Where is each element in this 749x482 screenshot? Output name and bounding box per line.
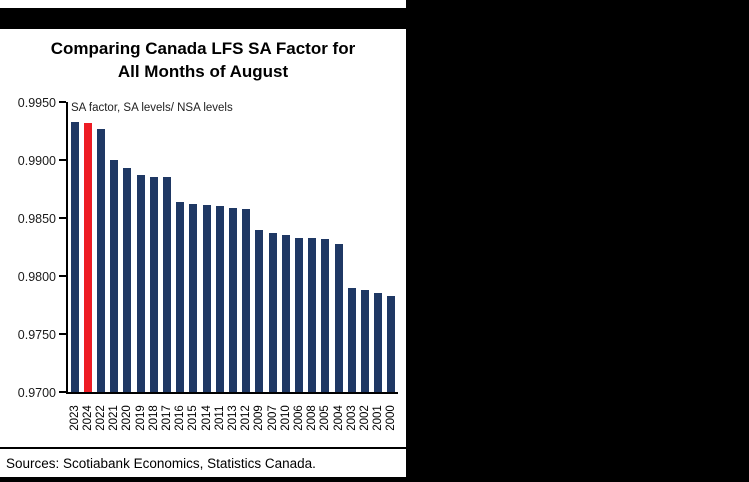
y-tick-label: 0.9700 (17, 386, 56, 400)
bar-2024 (83, 122, 92, 392)
y-axis-tick (59, 159, 66, 161)
bar-2014 (202, 205, 211, 392)
x-tick-label-2003: 2003 (345, 405, 358, 431)
y-tick-label: 0.9900 (17, 154, 56, 168)
x-tick-label-2019: 2019 (134, 405, 147, 431)
chart-title-line1: Comparing Canada LFS SA Factor for (50, 39, 356, 58)
bar-2000 (387, 295, 396, 392)
x-tick-label-2017: 2017 (161, 405, 173, 431)
bar-2006 (295, 237, 303, 392)
x-tick-label-2004: 2004 (332, 405, 345, 431)
black-band-top (0, 8, 749, 29)
y-axis-tick (59, 333, 66, 335)
bar-2022 (97, 128, 105, 392)
x-tick-label-2023: 2023 (68, 405, 81, 431)
bar-2007 (268, 233, 277, 392)
x-tick-label-2010: 2010 (279, 405, 292, 431)
black-background-right (406, 0, 749, 482)
bar-2001 (374, 293, 383, 392)
x-tick-label-2006: 2006 (293, 405, 305, 431)
bar-2009 (255, 229, 264, 392)
bar-2019 (136, 175, 145, 392)
y-tick-label: 0.9850 (17, 212, 56, 226)
y-axis-tick (59, 101, 66, 103)
chart-title: Comparing Canada LFS SA Factor for All M… (0, 37, 406, 83)
y-axis-tick (59, 217, 66, 219)
x-tick-label-2015: 2015 (187, 405, 200, 431)
y-axis-tick (59, 275, 66, 277)
bar-2020 (123, 168, 132, 392)
x-tick-label-2002: 2002 (359, 405, 371, 431)
x-tick-label-2016: 2016 (174, 405, 187, 431)
y-axis-tick (59, 391, 66, 393)
black-band-bottom (0, 477, 749, 482)
x-tick-label-2024: 2024 (81, 405, 94, 431)
bar-2004 (334, 243, 343, 392)
x-tick-label-2008: 2008 (306, 405, 319, 431)
x-tick-label-2011: 2011 (213, 405, 226, 431)
x-tick-label-2007: 2007 (266, 405, 279, 431)
bar-2010 (281, 235, 290, 392)
chart-annotation: SA factor, SA levels/ NSA levels (71, 102, 233, 114)
x-tick-label-2020: 2020 (121, 405, 134, 431)
x-tick-label-2022: 2022 (95, 405, 107, 431)
bar-2023 (70, 121, 79, 392)
x-tick-label-2021: 2021 (108, 405, 121, 431)
x-tick-label-2013: 2013 (227, 405, 239, 431)
x-tick-label-2005: 2005 (319, 405, 332, 431)
bar-2002 (361, 289, 369, 392)
bar-2008 (308, 237, 317, 392)
y-tick-label: 0.9800 (17, 270, 56, 284)
bar-2021 (110, 160, 119, 392)
x-tick-label-2014: 2014 (200, 405, 213, 431)
source-note: Sources: Scotiabank Economics, Statistic… (0, 447, 406, 477)
bar-2012 (242, 208, 251, 392)
bar-2018 (149, 177, 158, 392)
chart-panel: Comparing Canada LFS SA Factor for All M… (0, 29, 406, 477)
bar-2016 (176, 201, 185, 392)
y-axis: 0.9700 0.9750 0.9800 0.9850 0.9900 0.9950 (0, 96, 64, 400)
x-axis-labels: 2023 2024 2022 2021 2020 2019 2018 2017 2016 2015… (68, 396, 400, 444)
y-tick-label: 0.9950 (17, 96, 56, 110)
bar-2005 (321, 238, 330, 392)
x-tick-label-2000: 2000 (385, 405, 398, 431)
y-tick-label: 0.9750 (17, 328, 56, 342)
chart-title-line2: All Months of August (117, 62, 289, 81)
bar-2017 (163, 177, 171, 392)
bar-2013 (229, 207, 237, 392)
x-tick-label-2012: 2012 (240, 405, 253, 431)
x-tick-label-2009: 2009 (253, 405, 266, 431)
x-tick-label-2001: 2001 (372, 405, 385, 431)
bar-2003 (347, 287, 356, 392)
bar-2015 (189, 204, 198, 392)
x-tick-label-2018: 2018 (147, 405, 160, 431)
plot-area: SA factor, SA levels/ NSA levels (59, 101, 398, 394)
bar-2011 (215, 206, 224, 392)
